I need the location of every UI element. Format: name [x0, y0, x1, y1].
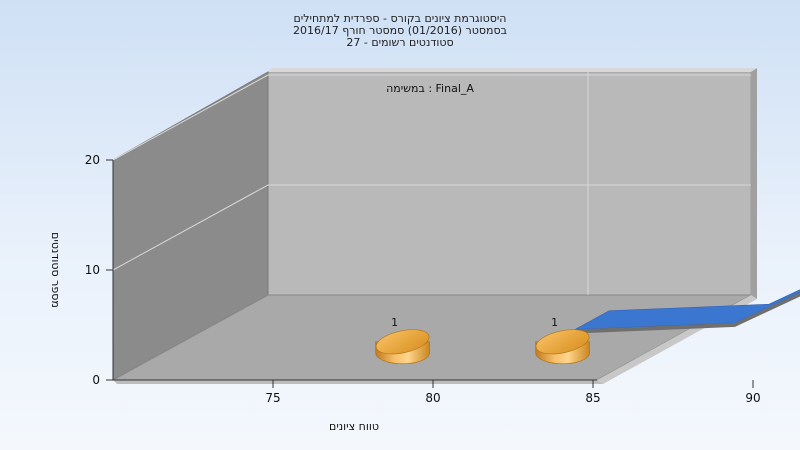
y-tick-label: 0: [92, 373, 100, 387]
distribution-curve: [574, 289, 800, 334]
chart-title-line-3: סטודנטים רשומים - 27: [346, 36, 454, 49]
x-tick-label: 75: [265, 391, 280, 405]
chart-title-line-2: בסמסטר (01/2016) סמסטר חורף 2016/17: [293, 24, 507, 37]
gridline-y: [112, 184, 751, 271]
gridline-y: [112, 74, 751, 161]
task-annotation: במשימה : Final_A: [386, 82, 474, 95]
back-wall-edge: [268, 68, 757, 72]
bar: 1: [535, 316, 590, 365]
bar-value-label: 1: [551, 316, 558, 329]
bars: 111113: [375, 316, 590, 365]
gridlines: [112, 72, 751, 295]
y-tick-label: 10: [85, 263, 100, 277]
y-tick-label: 20: [85, 153, 100, 167]
x-tick-label: 90: [745, 391, 760, 405]
chart-title-line-1: היסטוגרמת ציונים בקורס - ספרדית למתחילים: [293, 12, 507, 25]
floor-front-edge: [113, 380, 603, 384]
x-axis-label: טווח ציונים: [329, 420, 379, 433]
back-wall: [267, 71, 752, 296]
curve-ribbon-side: [575, 292, 800, 334]
axes: 010207580859095: [85, 153, 761, 405]
bar: 1: [375, 316, 430, 365]
bar-cap: [535, 329, 590, 355]
bar-cap: [375, 329, 430, 355]
curve-ribbon: [574, 289, 800, 330]
y-axis-label: מספר סטודנטים: [49, 232, 62, 308]
x-tick-label: 85: [585, 391, 600, 405]
x-tick-label: 80: [425, 391, 440, 405]
bar-value-label: 1: [391, 316, 398, 329]
right-wall-edge: [751, 68, 757, 299]
